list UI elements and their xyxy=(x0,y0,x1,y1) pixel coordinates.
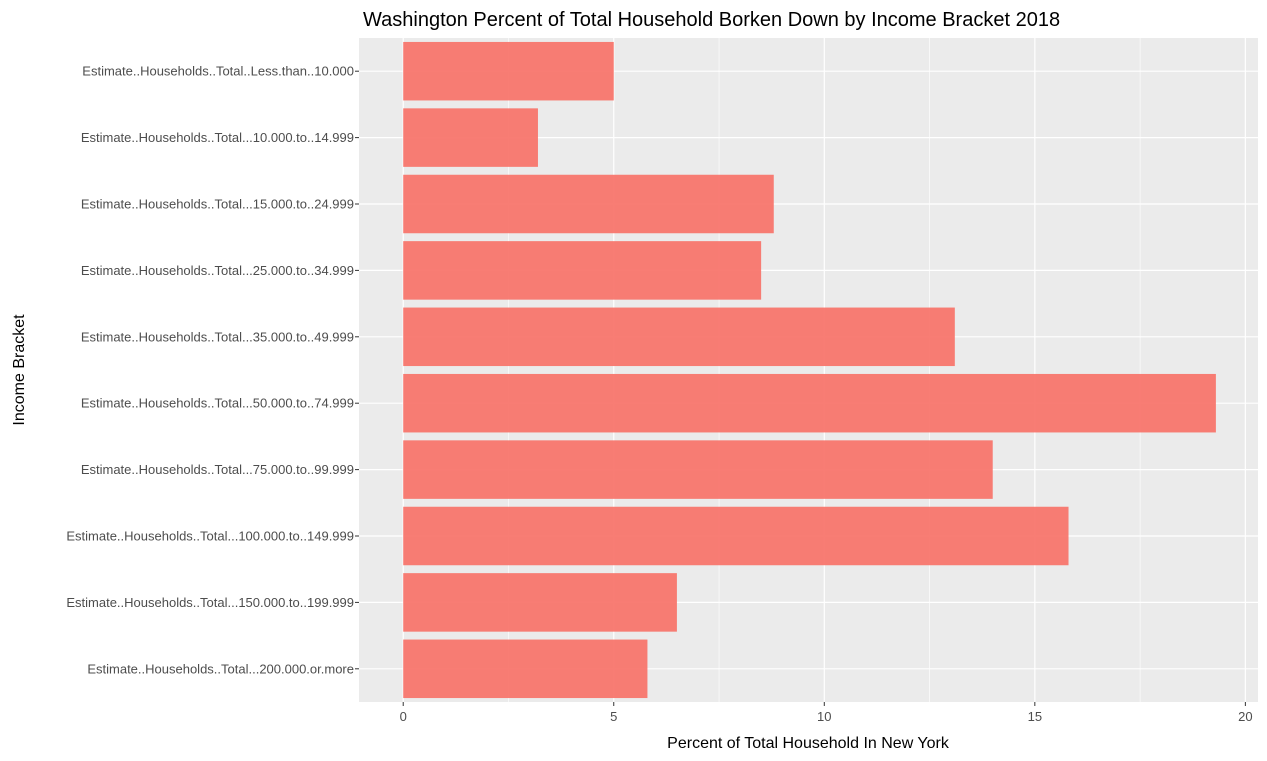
bar xyxy=(403,108,538,167)
bar xyxy=(403,506,1069,566)
x-axis-title: Percent of Total Household In New York xyxy=(667,735,950,752)
bar xyxy=(403,639,648,699)
y-tick-label: Estimate..Households..Total..Less.than..… xyxy=(82,64,354,79)
y-tick-label: Estimate..Households..Total...35.000.to.… xyxy=(81,329,354,344)
bar xyxy=(403,573,677,632)
x-tick-label: 20 xyxy=(1238,709,1252,724)
y-tick-label: Estimate..Households..Total...75.000.to.… xyxy=(81,462,354,477)
x-tick-label: 10 xyxy=(817,709,831,724)
bars xyxy=(403,41,1216,699)
x-tick-label: 5 xyxy=(610,709,617,724)
y-tick-label: Estimate..Households..Total...50.000.to.… xyxy=(81,396,354,411)
bar xyxy=(403,373,1216,433)
bar xyxy=(403,307,955,367)
y-tick-label: Estimate..Households..Total...15.000.to.… xyxy=(81,197,354,212)
y-axis-ticks: Estimate..Households..Total..Less.than..… xyxy=(66,64,359,676)
y-axis-title: Income Bracket xyxy=(11,314,28,426)
bar xyxy=(403,440,993,499)
x-axis-ticks: 0 5 10 15 20 xyxy=(400,702,1253,724)
y-tick-label: Estimate..Households..Total...100.000.to… xyxy=(66,529,354,544)
bar xyxy=(403,174,774,234)
x-tick-label: 0 xyxy=(400,709,407,724)
y-tick-label: Estimate..Households..Total...150.000.to… xyxy=(66,595,354,610)
y-tick-label: Estimate..Households..Total...25.000.to.… xyxy=(81,263,354,278)
bar xyxy=(403,41,614,101)
y-tick-label: Estimate..Households..Total...200.000.or… xyxy=(87,661,354,676)
chart-title: Washington Percent of Total Household Bo… xyxy=(363,9,1060,31)
x-tick-label: 15 xyxy=(1028,709,1042,724)
y-tick-label: Estimate..Households..Total...10.000.to.… xyxy=(81,130,354,145)
bar xyxy=(403,241,762,300)
